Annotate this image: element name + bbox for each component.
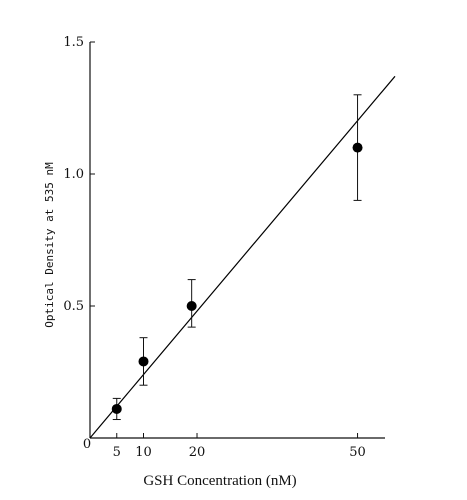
x-axis-label: GSH Concentration (nM) [143,473,296,489]
data-point [186,301,197,311]
y-tick-label: 1.5 [63,35,84,50]
fit-line-layer [89,75,396,439]
data-points-layer [111,94,363,421]
x-tick-label: 20 [189,445,206,460]
y-tick-label: 1.0 [63,167,84,182]
y-tick-label: 0.5 [63,299,84,314]
x-tick-label: 50 [349,445,366,460]
x-tick-label: 10 [135,445,152,460]
data-point [352,142,363,153]
regression-line [89,75,396,439]
axes: 0 5 10 20 50 0.5 1.0 1.5 [63,35,385,460]
y-axis-label: Optical Density at 535 nM [43,162,56,328]
origin-label: 0 [83,437,91,452]
data-point [138,356,149,367]
labels-layer: GSH Concentration (nM) Optical Density a… [43,162,297,489]
data-point [111,403,122,414]
x-tick-label: 5 [113,445,121,460]
